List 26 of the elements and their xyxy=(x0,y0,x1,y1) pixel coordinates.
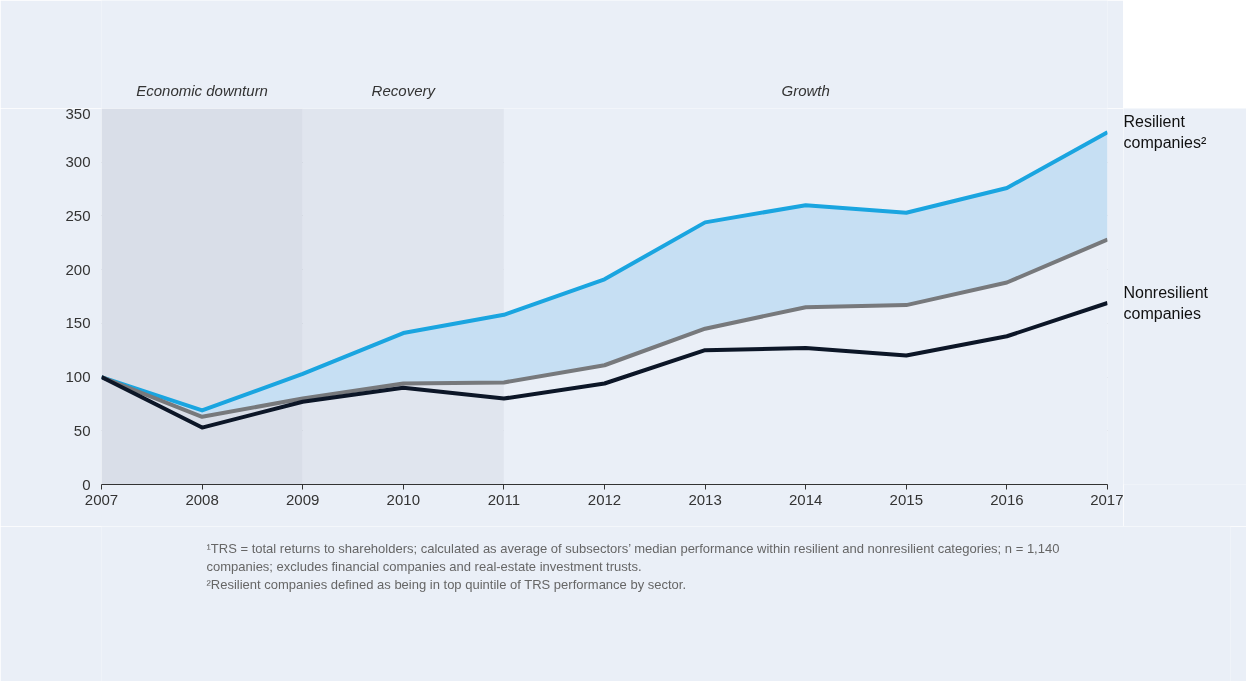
y-tick-label: 50 xyxy=(73,421,91,439)
x-tick-label: 2015 xyxy=(889,490,923,508)
y-tick-label: 250 xyxy=(65,206,91,224)
x-tick-label: 2010 xyxy=(386,490,420,508)
text: ¹TRS = total returns to shareholders; calculated as average of subsectors’ median performance within resilient and nonresilient categories; n = 1,140 companies; excludes financial companies and real-estate investment trusts. xyxy=(206,540,1060,574)
x-tick-label: 2011 xyxy=(487,490,521,508)
text: ²Resilient companies defined as being in top quintile of TRS performance by sector. xyxy=(206,576,687,592)
x-tick-label: 2008 xyxy=(185,490,219,508)
y-tick-label: 350 xyxy=(65,104,91,122)
series-label: Resilient companies² xyxy=(1123,113,1207,151)
x-tick-label: 2014 xyxy=(789,490,823,508)
y-tick-label: 300 xyxy=(65,153,91,171)
series-label: Nonresilient companies xyxy=(1123,284,1209,322)
band-label: Recovery xyxy=(371,81,437,99)
x-tick-label: 2012 xyxy=(587,490,622,508)
y-tick-label: 150 xyxy=(65,314,91,332)
y-tick-label: 200 xyxy=(65,260,91,278)
x-tick-label: 2016 xyxy=(990,490,1024,508)
y-tick-label: 0 xyxy=(82,475,91,493)
x-tick-label: 2007 xyxy=(84,490,119,508)
y-tick-label: 100 xyxy=(65,368,91,386)
x-tick-label: 2009 xyxy=(286,490,320,508)
band-label: Growth xyxy=(781,81,830,99)
x-tick-label: 2017 xyxy=(1090,490,1124,508)
x-tick-label: 2013 xyxy=(688,490,722,508)
band-label: Economic downturn xyxy=(136,81,268,99)
